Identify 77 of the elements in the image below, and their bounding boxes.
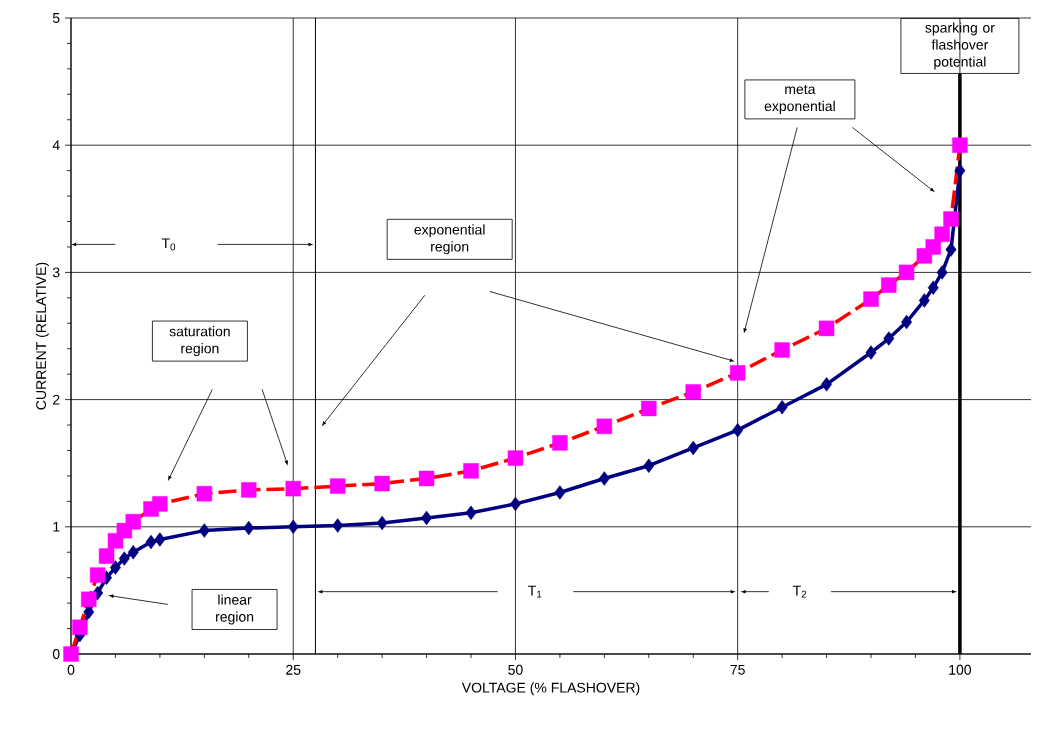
point [72, 619, 88, 635]
point [863, 291, 879, 307]
annotation: meta exponential [764, 84, 835, 114]
point [198, 523, 210, 538]
point [776, 400, 788, 415]
y-tick-label: 2 [53, 394, 60, 405]
y-axis-title: CURRENT (RELATIVE) [35, 262, 49, 410]
point [89, 567, 106, 583]
point [598, 471, 610, 486]
point [332, 518, 344, 533]
point [954, 163, 966, 178]
point [418, 470, 435, 487]
point [118, 551, 130, 566]
point [465, 505, 477, 521]
annotation: T$_{2}$ [792, 585, 807, 598]
point [643, 458, 655, 473]
annotation: T$_{1}$ [528, 585, 542, 598]
point [329, 478, 346, 494]
ref-line-label: sparking or flashover potential [925, 22, 995, 70]
point [685, 384, 701, 400]
annotation: exponential region [414, 224, 485, 255]
point [287, 519, 299, 534]
x-tick-label: 100 [949, 664, 972, 675]
annotation: linear region [216, 594, 254, 625]
y-tick-label: 5 [52, 13, 60, 23]
point [125, 514, 141, 530]
point [883, 331, 895, 346]
x-tick-label: 75 [730, 664, 745, 675]
point [241, 482, 257, 498]
point [110, 560, 121, 575]
point [152, 496, 168, 512]
point [463, 463, 479, 479]
point [943, 211, 959, 227]
y-tick-label: 4 [52, 140, 60, 151]
point [154, 532, 166, 547]
point [687, 440, 699, 456]
point [98, 548, 115, 564]
annotation: saturation region [169, 326, 230, 357]
point [641, 400, 657, 417]
x-tick-label: 25 [286, 664, 301, 675]
point [145, 534, 157, 550]
point [421, 510, 433, 526]
point [596, 418, 613, 435]
point [243, 520, 255, 536]
y-tick-label: 0 [52, 649, 60, 659]
point [936, 265, 948, 280]
point [376, 515, 388, 531]
point [865, 345, 877, 360]
point [127, 545, 139, 560]
point [818, 320, 835, 337]
point [945, 242, 957, 257]
point [374, 475, 390, 492]
point [732, 422, 744, 438]
point [774, 342, 790, 358]
point [81, 591, 97, 607]
point [927, 280, 939, 295]
point [881, 277, 897, 293]
point [285, 480, 301, 497]
x-axis-title: VOLTAGE (% FLASHOVER) [461, 682, 640, 696]
point [821, 377, 833, 392]
y-tick-label: 3 [52, 267, 60, 278]
point [925, 239, 941, 255]
point [554, 485, 566, 500]
point [898, 264, 915, 281]
point [507, 450, 524, 466]
point [196, 486, 213, 502]
x-tick-label: 50 [508, 664, 523, 675]
x-tick-label: 0 [67, 664, 75, 675]
point [901, 314, 913, 330]
point [83, 604, 95, 620]
y-tick-label: 1 [53, 521, 60, 532]
point [552, 435, 568, 451]
point [729, 365, 746, 381]
point [918, 293, 930, 308]
point [934, 226, 950, 242]
annotation: T$_{0}$ [161, 238, 176, 251]
point [952, 137, 968, 153]
